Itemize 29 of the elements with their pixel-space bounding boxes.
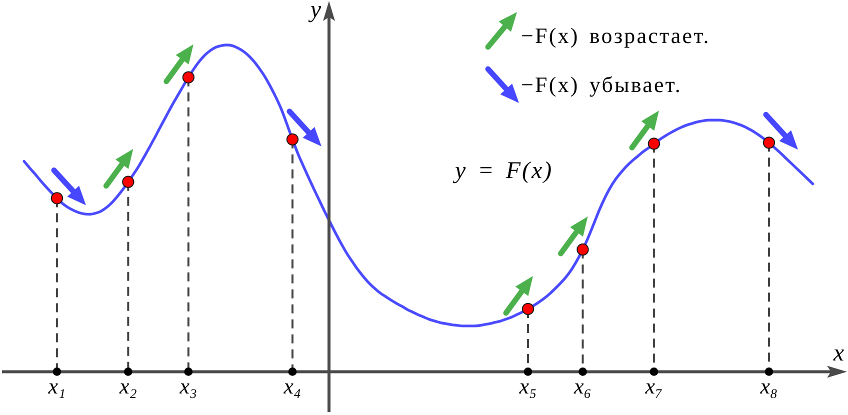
- point: [648, 138, 660, 150]
- point: [522, 302, 534, 316]
- annotation: −F(x) убывает.: [521, 72, 682, 97]
- point: [52, 368, 62, 376]
- point: [764, 368, 774, 376]
- x-tick-label: x₅: [518, 374, 537, 399]
- point: [524, 368, 532, 376]
- y-axis-title: y: [308, 0, 322, 23]
- annotation: −F(x) возрастает.: [521, 23, 710, 48]
- point: [182, 71, 195, 84]
- point: [184, 368, 193, 376]
- text: y = F(x): [453, 158, 554, 184]
- x-tick-label: x₃: [178, 374, 198, 399]
- x-tick-label: x₁: [47, 374, 66, 399]
- point: [286, 133, 299, 146]
- x-tick-label: x₈: [759, 374, 778, 399]
- x-tick-label: x₄: [282, 374, 302, 399]
- point: [576, 243, 589, 256]
- point: [122, 176, 134, 188]
- point: [50, 192, 64, 204]
- point: [124, 368, 132, 376]
- x-tick-label: x₆: [573, 374, 592, 399]
- x-axis-title: x: [832, 340, 844, 367]
- x-tick-label: x₇: [644, 374, 663, 399]
- point: [650, 368, 658, 376]
- x-tick-label: x₂: [118, 374, 138, 399]
- point: [762, 136, 776, 149]
- point: [578, 368, 587, 376]
- point: [288, 368, 297, 376]
